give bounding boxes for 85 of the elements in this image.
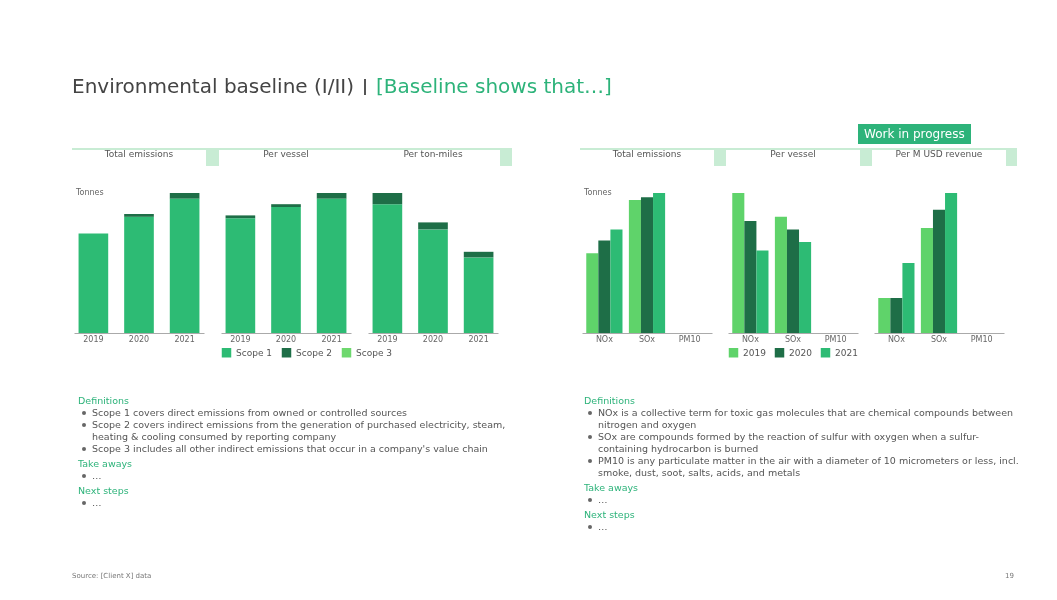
bar [890, 298, 903, 333]
text: Take aways [584, 482, 639, 493]
bar [271, 204, 301, 207]
x-tick-label: 2019 [83, 334, 104, 344]
bar [786, 229, 800, 333]
bar [418, 229, 448, 333]
x-tick-label: SOx [930, 334, 948, 344]
bar [463, 257, 494, 333]
bar [932, 209, 946, 333]
bar [920, 228, 933, 333]
bar [225, 218, 256, 333]
x-tick-label: 2020 [128, 334, 150, 344]
bar [799, 242, 812, 333]
text: Work in progress [858, 124, 971, 144]
chart-title: Total emissions [103, 149, 174, 159]
legend-label: Scope 1 [236, 347, 273, 358]
x-tick-label: PM10 [970, 334, 993, 344]
text: Definitions [78, 395, 129, 406]
bar [124, 216, 154, 333]
x-tick-label: SOx [638, 334, 656, 344]
text: Take aways [78, 458, 133, 469]
bar [372, 204, 403, 333]
legend-label: 2019 [743, 347, 767, 358]
legend-label: 2021 [835, 347, 858, 358]
x-tick-label: 2019 [230, 334, 251, 344]
bar [316, 198, 347, 333]
y-axis-title: Tonnes [76, 188, 104, 197]
text: Scope 1 covers direct emissions from owned or controlled sources [92, 407, 407, 418]
x-tick-label: 2020 [422, 334, 444, 344]
x-tick-label: 2020 [275, 334, 297, 344]
bar [586, 253, 599, 333]
text: [Baseline shows that…] [376, 74, 612, 98]
bar [945, 193, 958, 333]
text: … [598, 494, 608, 505]
chart-title: Per vessel [770, 149, 816, 159]
x-tick-label: 2021 [174, 334, 195, 344]
chart-title: Per vessel [263, 149, 309, 159]
bar [372, 193, 403, 205]
text: Definitions [584, 395, 635, 406]
bar [878, 298, 891, 333]
x-tick-label: 2021 [468, 334, 489, 344]
x-tick-label: NOx [741, 334, 760, 344]
x-tick-label: 2021 [321, 334, 342, 344]
text: … [92, 470, 102, 481]
legend-label: Scope 2 [296, 347, 333, 358]
text: Next steps [78, 485, 129, 496]
text: NOx is a collective term for toxic gas molecules that are chemical compounds between nitrogen and oxygen [598, 407, 1014, 430]
x-tick-label: SOx [784, 334, 802, 344]
bar [628, 200, 641, 333]
bar [640, 197, 654, 333]
text: Environmental baseline (I/II) [72, 74, 355, 98]
legend-label: Scope 3 [356, 347, 393, 358]
bar [78, 233, 109, 333]
bar [744, 221, 757, 333]
text: … [92, 497, 102, 508]
chart-title: Total emissions [611, 149, 682, 159]
text: SOx are compounds formed by the reaction of sulfur with oxygen when a sulfur-containing hydrocarbon is burned [598, 431, 979, 454]
bar [902, 263, 915, 333]
bar [756, 250, 769, 333]
chart-title: Per ton-miles [403, 149, 463, 159]
x-tick-label: NOx [887, 334, 906, 344]
bar [124, 214, 154, 217]
text: Scope 3 includes all other indirect emissions that occur in a company's value chain [92, 443, 488, 454]
x-tick-label: NOx [595, 334, 614, 344]
bar [598, 240, 611, 333]
text: PM10 is any particulate matter in the air with a diameter of 10 micrometers or less, incl. smoke, dust, soot, salts, acids, and metals [598, 455, 1019, 478]
bar [169, 193, 200, 199]
bar [732, 193, 745, 333]
bar [418, 222, 448, 230]
chart-title: Per M USD revenue [895, 149, 983, 159]
x-tick-label: 2019 [377, 334, 398, 344]
bar [316, 193, 347, 199]
x-tick-label: PM10 [678, 334, 701, 344]
text: … [598, 521, 608, 532]
bar [610, 229, 623, 333]
text: Next steps [584, 509, 635, 520]
bar [169, 198, 200, 333]
bar [225, 215, 256, 219]
y-axis-title: Tonnes [584, 188, 612, 197]
text: Scope 2 covers indirect emissions from the generation of purchased electricity, steam, heating & cooling consumed by reporting company [92, 419, 506, 442]
bar [653, 193, 666, 333]
bar [774, 216, 787, 333]
x-tick-label: PM10 [824, 334, 847, 344]
bar [271, 207, 301, 333]
legend-label: 2020 [789, 347, 813, 358]
